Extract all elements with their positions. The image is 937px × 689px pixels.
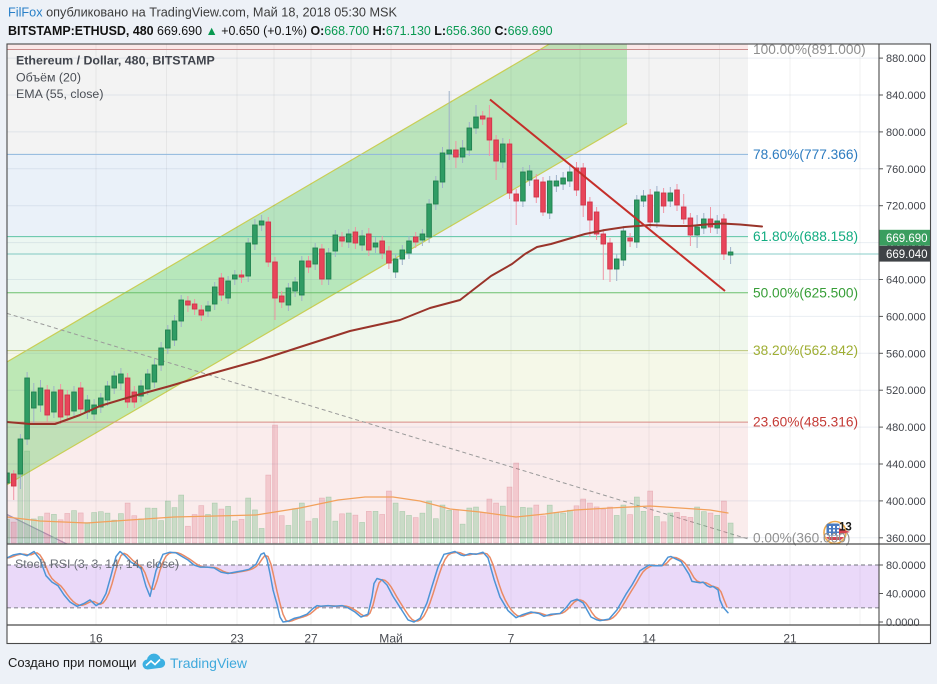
svg-text:Объём (20): Объём (20) <box>16 71 81 85</box>
svg-text:100.00%(891.000): 100.00%(891.000) <box>753 42 866 57</box>
svg-text:16: 16 <box>89 632 103 646</box>
svg-text:BITSTAMP:ETHUSD, 480 669.690 ▲: BITSTAMP:ETHUSD, 480 669.690 ▲ +0.650 (+… <box>8 24 553 38</box>
svg-text:TradingView: TradingView <box>170 655 248 671</box>
svg-text:0.0000: 0.0000 <box>886 617 920 629</box>
svg-text:360.000: 360.000 <box>886 533 926 545</box>
svg-text:40.0000: 40.0000 <box>886 589 926 601</box>
svg-text:50.00%(625.500): 50.00%(625.500) <box>753 285 858 300</box>
svg-text:669.040: 669.040 <box>886 249 928 261</box>
svg-text:840.000: 840.000 <box>886 90 926 102</box>
svg-text:7: 7 <box>508 632 515 646</box>
svg-text:600.000: 600.000 <box>886 311 926 323</box>
svg-text:FilFox опубликовано на Trading: FilFox опубликовано на TradingView.com, … <box>8 6 398 20</box>
svg-text:21: 21 <box>783 632 797 646</box>
svg-text:14: 14 <box>642 632 656 646</box>
svg-text:400.000: 400.000 <box>886 496 926 508</box>
svg-text:Stoch RSI (3, 3, 14, 14, close: Stoch RSI (3, 3, 14, 14, close) <box>15 557 179 571</box>
svg-text:EMA (55, close): EMA (55, close) <box>16 87 103 101</box>
svg-text:23: 23 <box>230 632 244 646</box>
svg-text:80.0000: 80.0000 <box>886 560 926 572</box>
svg-text:640.000: 640.000 <box>886 275 926 287</box>
svg-text:669.690: 669.690 <box>886 233 928 245</box>
svg-text:480.000: 480.000 <box>886 422 926 434</box>
svg-text:Май: Май <box>379 632 403 646</box>
svg-text:880.000: 880.000 <box>886 53 926 65</box>
svg-text:38.20%(562.842): 38.20%(562.842) <box>753 343 858 358</box>
svg-text:61.80%(688.158): 61.80%(688.158) <box>753 229 858 244</box>
svg-text:800.000: 800.000 <box>886 127 926 139</box>
svg-text:23.60%(485.316): 23.60%(485.316) <box>753 415 858 430</box>
svg-text:440.000: 440.000 <box>886 459 926 471</box>
svg-text:760.000: 760.000 <box>886 164 926 176</box>
svg-text:720.000: 720.000 <box>886 201 926 213</box>
svg-text:0.00%(360.000): 0.00%(360.000) <box>753 530 850 545</box>
svg-text:Создано при помощи: Создано при помощи <box>8 655 137 670</box>
svg-text:78.60%(777.366): 78.60%(777.366) <box>753 147 858 162</box>
svg-text:560.000: 560.000 <box>886 348 926 360</box>
svg-text:27: 27 <box>304 632 318 646</box>
svg-text:Ethereum / Dollar, 480, BITSTA: Ethereum / Dollar, 480, BITSTAMP <box>16 54 215 68</box>
svg-text:13: 13 <box>839 522 852 534</box>
svg-text:520.000: 520.000 <box>886 385 926 397</box>
